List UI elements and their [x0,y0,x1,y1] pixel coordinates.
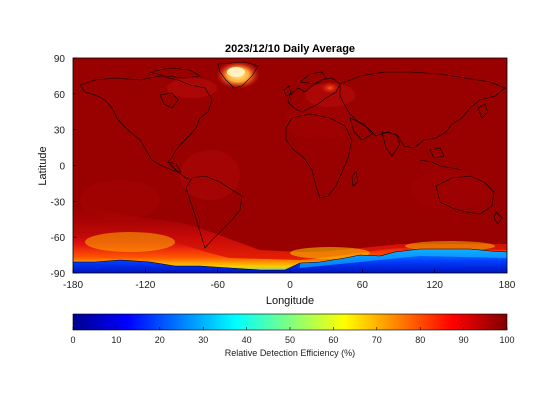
y-tick-label: 60 [54,90,66,101]
coastline-africa [285,113,353,199]
coastline-hudson-bay [159,92,179,109]
colorbar-tick-label: 40 [242,335,252,345]
x-tick-label: -60 [210,280,225,291]
x-axis-label: Longitude [266,295,314,307]
coastline-europe [287,77,341,113]
coastline-greenland [217,61,259,89]
x-tick-label: 60 [357,280,369,291]
coastline-uk [283,85,292,97]
x-tick-label: -180 [63,280,83,291]
coastline-japan [477,103,489,119]
y-axis: 90 60 30 0 -30 -60 -90 [51,54,77,280]
southern-ocean-yellow [85,232,175,252]
antarctica-edge-cyan [300,249,507,268]
heat-blotch [410,170,490,210]
southern-ocean-yellow [405,241,495,251]
y-tick-label: 90 [54,54,66,65]
x-tick-label: 180 [499,280,516,291]
colorbar-tick-label: 60 [328,335,338,345]
coastline-new-zealand [493,211,503,225]
x-tick-label: -120 [135,280,155,291]
coastlines [73,61,507,271]
colorbar-tick-label: 70 [372,335,382,345]
coastline-arabia [349,117,373,141]
colorbar-tick-label: 80 [415,335,425,345]
coastline-north-america [79,75,213,173]
colorbar-ticks: 0 10 20 30 40 50 60 70 80 90 100 [70,327,515,345]
heat-blotch [180,150,240,200]
coastline-madagascar [351,171,359,187]
coastline-antarctica [73,248,507,271]
southern-ocean-yellow [290,247,370,259]
coastline-asia [339,71,506,149]
y-tick-label: -90 [51,269,66,280]
x-tick-label: 0 [287,280,293,291]
x-axis: -180 -120 -60 0 60 120 180 [63,269,516,291]
coastline-scandinavia [299,71,327,85]
colorbar-tick-label: 0 [70,335,75,345]
colorbar-tick-label: 10 [111,335,121,345]
europe-hotspot [320,82,340,94]
y-tick-label: 30 [54,126,66,137]
coastline-indonesia [419,159,463,171]
x-tick-label: 120 [426,280,443,291]
colorbar-tick-label: 50 [285,335,295,345]
coastline-borneo [429,147,445,159]
colorbar-tick-label: 90 [459,335,469,345]
colorbar-tick-label: 100 [499,335,514,345]
map-plot-area [73,58,507,273]
coastline-india [381,131,401,157]
colorbar-label: Relative Detection Efficiency (%) [225,348,355,358]
coastline-australia [435,175,495,215]
colorbar-tick-label: 30 [198,335,208,345]
coastline-south-america [185,175,243,249]
greenland-core [227,67,245,77]
chart-title: 2023/12/10 Daily Average [225,43,355,55]
heat-blotch [285,100,355,140]
y-tick-label: -60 [51,233,66,244]
coastline-central-america [167,161,193,181]
y-tick-label: -30 [51,197,66,208]
coastline-arctic-islands [149,67,201,79]
heat-blotch [167,78,217,98]
y-tick-label: 0 [59,162,65,173]
colorbar-tick-label: 20 [155,335,165,345]
y-axis-label: Latitude [37,146,49,185]
